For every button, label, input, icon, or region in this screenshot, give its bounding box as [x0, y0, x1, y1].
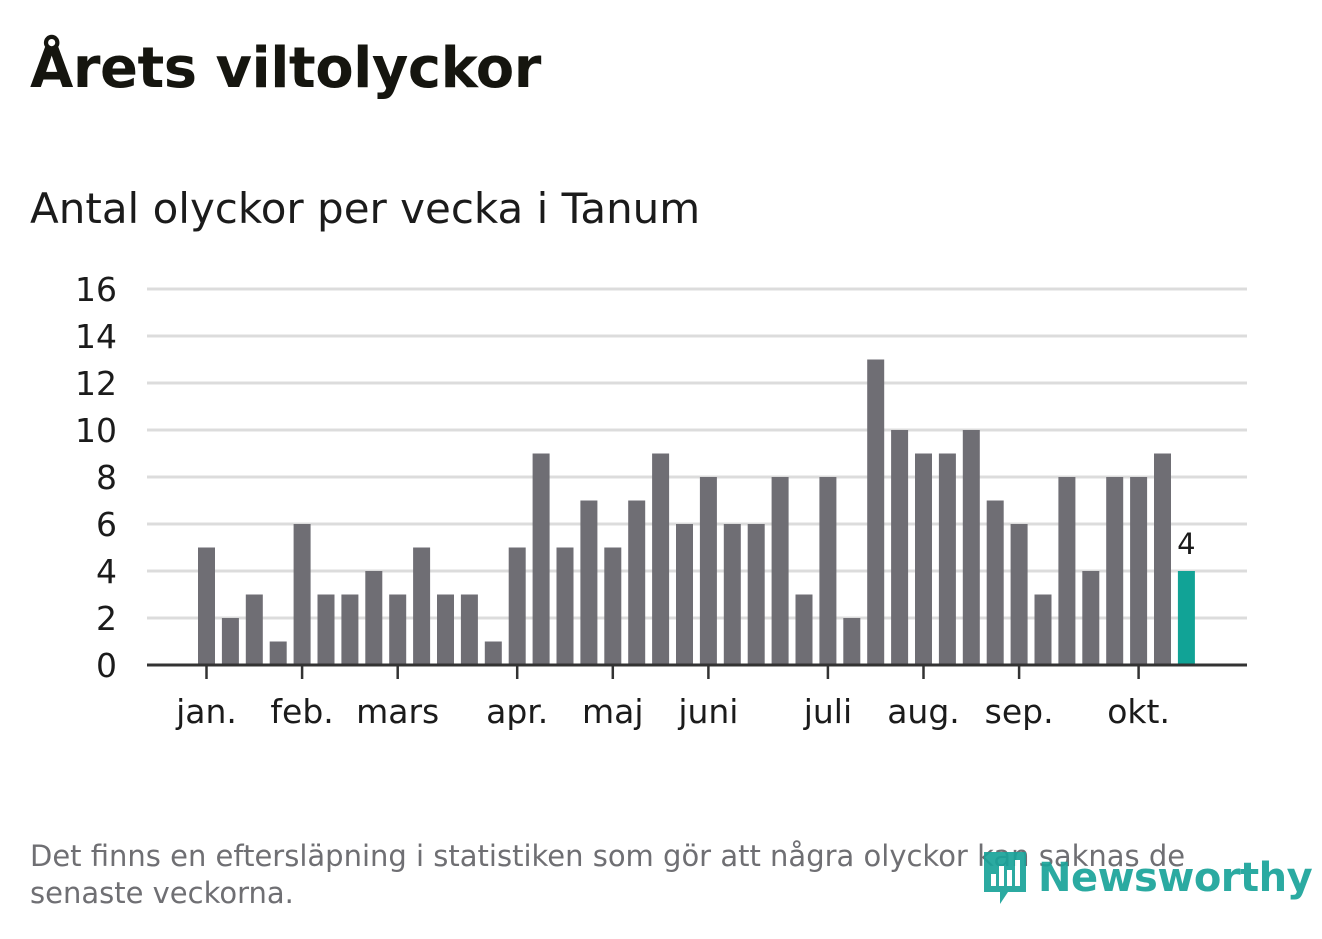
- bar: [1154, 453, 1171, 665]
- bar: [938, 453, 956, 665]
- y-tick-label: 6: [96, 505, 117, 544]
- bar: [365, 571, 383, 665]
- newsworthy-logo: Newsworthy: [980, 848, 1313, 908]
- x-tick-label: sep.: [985, 692, 1054, 731]
- bar: [676, 524, 693, 665]
- y-tick-label: 4: [96, 552, 117, 591]
- x-tick-label: maj: [582, 692, 644, 731]
- bar: [747, 524, 765, 665]
- bar: [245, 594, 263, 665]
- bar: [819, 477, 837, 665]
- y-tick-label: 8: [96, 458, 117, 497]
- bar: [508, 547, 526, 665]
- x-tick-label: okt.: [1107, 692, 1170, 731]
- bar: [317, 594, 335, 665]
- y-tick-label: 10: [75, 411, 117, 450]
- data-labels: 4: [1177, 527, 1195, 561]
- bar: [460, 594, 478, 665]
- bar: [891, 430, 909, 665]
- bar: [604, 547, 622, 665]
- bar: [1082, 571, 1100, 665]
- x-tick-label: aug.: [887, 692, 960, 731]
- bar: [915, 453, 932, 665]
- bar: [1106, 477, 1124, 665]
- bar: [556, 547, 574, 665]
- bar: [269, 641, 287, 665]
- bar: [628, 500, 646, 665]
- bar: [723, 524, 741, 665]
- bar: [198, 547, 215, 665]
- x-tick-label: apr.: [486, 692, 548, 731]
- x-axis-month-labels: jan. feb. mars apr. maj juni juli aug. sep. okt.: [175, 692, 1170, 731]
- x-tick-label: juni: [677, 692, 738, 731]
- chart-subtitle: Antal olyckor per vecka i Tanum: [30, 184, 701, 233]
- bars: [198, 359, 1195, 665]
- y-tick-label: 16: [75, 270, 117, 309]
- bar: [1058, 477, 1076, 665]
- x-tick-label: juli: [803, 692, 852, 731]
- bar: [413, 547, 431, 665]
- bar: [293, 524, 311, 665]
- bar: [986, 500, 1004, 665]
- bar-chart-icon: [984, 852, 1026, 904]
- x-tick-label: feb.: [270, 692, 333, 731]
- x-axis: [147, 663, 1247, 679]
- y-tick-label: 0: [96, 646, 117, 685]
- y-tick-label: 12: [75, 364, 117, 403]
- bar: [580, 500, 598, 665]
- x-tick-label: jan.: [175, 692, 237, 731]
- bar: [1034, 594, 1052, 665]
- bar: [962, 430, 980, 665]
- last-value-label: 4: [1177, 527, 1195, 561]
- x-tick-label: mars: [356, 692, 439, 731]
- bar: [532, 453, 550, 665]
- y-tick-label: 14: [75, 317, 117, 356]
- bar-highlight: [1177, 571, 1195, 665]
- bar: [867, 359, 885, 665]
- bar: [341, 594, 359, 665]
- bar: [1010, 524, 1028, 665]
- bar: [699, 477, 717, 665]
- bar: [771, 477, 789, 665]
- bar: [221, 618, 239, 665]
- gridlines: [147, 287, 1247, 620]
- bar: [484, 641, 502, 665]
- bar: [437, 594, 454, 665]
- bar: [652, 453, 670, 665]
- y-tick-label: 2: [96, 599, 117, 638]
- bar: [389, 594, 407, 665]
- chart-title: Årets viltolyckor: [30, 36, 541, 101]
- logo-text: Newsworthy: [1038, 855, 1313, 901]
- bar: [1130, 477, 1148, 665]
- bar: [843, 618, 861, 665]
- bar: [795, 594, 813, 665]
- y-axis-tick-labels: 0 2 4 6 8 10 12 14 16: [75, 270, 117, 685]
